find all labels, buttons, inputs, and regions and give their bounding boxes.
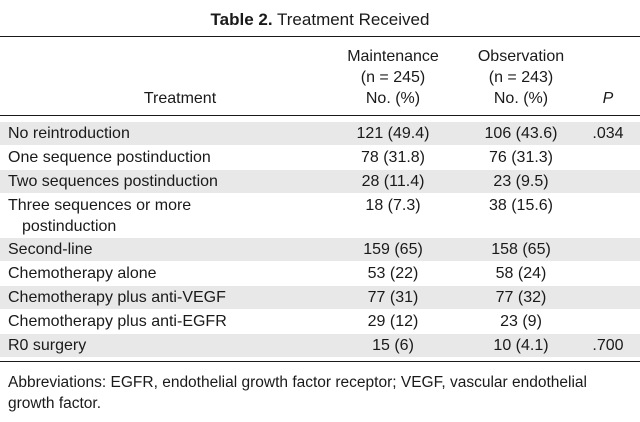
observation-value: 76 (31.3) <box>488 149 554 166</box>
observation-unit: No. (%) <box>493 90 549 107</box>
maintenance-unit: No. (%) <box>365 90 421 107</box>
row-label: No reintroduction <box>8 125 130 142</box>
maintenance-value: 78 (31.8) <box>360 149 426 166</box>
maintenance-n: (n = 245) <box>360 69 426 86</box>
table-row: Three sequences or more postinduction 18… <box>0 194 640 238</box>
maintenance-value: 53 (22) <box>367 265 419 282</box>
header-rule <box>0 115 640 116</box>
observation-value: 58 (24) <box>495 265 547 282</box>
p-value: .034 <box>592 125 624 142</box>
maintenance-value: 28 (11.4) <box>361 173 425 190</box>
observation-value: 23 (9.5) <box>493 173 549 190</box>
table-row: Second-line 159 (65) 158 (65) <box>0 238 640 261</box>
row-label: Two sequences postinduction <box>8 173 218 190</box>
observation-header: Observation (n = 243) No. (%) <box>466 46 576 109</box>
table-row: One sequence postinduction 78 (31.8) 76 … <box>0 146 640 169</box>
row-label: Chemotherapy alone <box>8 265 157 282</box>
observation-value: 10 (4.1) <box>493 337 549 354</box>
row-label-line1: Three sequences or more <box>8 197 192 214</box>
maintenance-value: 15 (6) <box>372 337 414 354</box>
treatment-header: Treatment <box>143 90 217 107</box>
row-label: R0 surgery <box>8 337 87 354</box>
table-title: Treatment Received <box>277 10 430 29</box>
maintenance-value: 29 (12) <box>367 313 419 330</box>
top-rule <box>0 36 640 37</box>
observation-name: Observation <box>477 48 565 65</box>
table-footnote: Abbreviations: EGFR, endothelial growth … <box>8 374 587 412</box>
table-row: Two sequences postinduction 28 (11.4) 23… <box>0 170 640 193</box>
row-label: Second-line <box>8 241 93 258</box>
maintenance-value: 159 (65) <box>363 241 423 258</box>
observation-value: 106 (43.6) <box>484 125 558 142</box>
observation-value: 158 (65) <box>491 241 551 258</box>
p-header: P <box>602 90 614 107</box>
row-label: One sequence postinduction <box>8 149 211 166</box>
row-label: Three sequences or more postinduction <box>8 195 338 237</box>
table-row: R0 surgery 15 (6) 10 (4.1) .700 <box>0 334 640 357</box>
table-row: Chemotherapy plus anti-EGFR 29 (12) 23 (… <box>0 310 640 333</box>
table-row: No reintroduction 121 (49.4) 106 (43.6) … <box>0 122 640 145</box>
maintenance-header: Maintenance (n = 245) No. (%) <box>338 46 448 109</box>
p-value: .700 <box>592 337 624 354</box>
row-label: Chemotherapy plus anti-VEGF <box>8 289 226 306</box>
maintenance-value: 18 (7.3) <box>365 197 421 214</box>
maintenance-value: 77 (31) <box>367 289 419 306</box>
table-row: Chemotherapy plus anti-VEGF 77 (31) 77 (… <box>0 286 640 309</box>
bottom-rule <box>0 361 640 362</box>
table-number: Table 2. <box>210 10 273 29</box>
observation-value: 38 (15.6) <box>488 197 554 214</box>
maintenance-value: 121 (49.4) <box>356 125 430 142</box>
observation-n: (n = 243) <box>488 69 554 86</box>
table-row: Chemotherapy alone 53 (22) 58 (24) <box>0 262 640 285</box>
observation-value: 23 (9) <box>500 313 542 330</box>
table-caption: Table 2. Treatment Received <box>0 9 640 31</box>
observation-value: 77 (32) <box>495 289 547 306</box>
row-label: Chemotherapy plus anti-EGFR <box>8 313 227 330</box>
maintenance-name: Maintenance <box>347 48 439 65</box>
row-label-line2: postinduction <box>22 218 117 235</box>
